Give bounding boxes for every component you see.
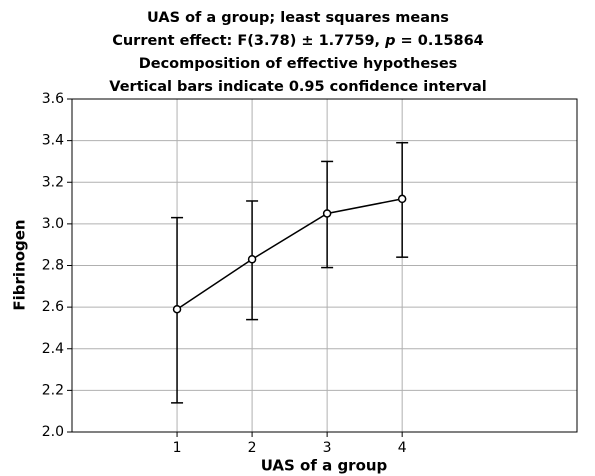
y-tick-label: 2.8 — [42, 258, 64, 274]
y-tick-label: 2.6 — [42, 299, 64, 315]
x-axis-label: UAS of a group — [261, 457, 388, 475]
title-part: p — [384, 33, 395, 49]
point — [322, 209, 332, 218]
y-axis-label: Fibrinogen — [11, 219, 29, 310]
line — [176, 198, 403, 310]
point — [397, 194, 407, 204]
point — [172, 304, 182, 314]
chart-title: Decomposition of effective hypotheses — [139, 56, 458, 72]
title-part: = 0.15864 — [395, 33, 483, 49]
chart-title: Vertical bars indicate 0.95 confidence i… — [109, 79, 486, 95]
title-part: Current effect: F(3.78) ± 1.7759, — [112, 33, 385, 49]
x-tick-label: 2 — [248, 440, 257, 456]
chart-title: Current effect: F(3.78) ± 1.7759, p = 0.… — [112, 33, 484, 49]
x-tick-label: 3 — [323, 440, 332, 456]
y-tick-label: 3.4 — [42, 133, 64, 149]
y-tick-label: 3.6 — [42, 91, 64, 107]
y-tick-label: 2.0 — [42, 424, 64, 440]
plot-frame — [71, 98, 578, 433]
point — [247, 255, 257, 264]
y-tick-label: 3.2 — [42, 174, 64, 190]
y-tick-label: 3.0 — [42, 216, 64, 232]
x-tick-label: 4 — [398, 440, 407, 456]
y-tick-label: 2.2 — [42, 382, 64, 398]
chart-title: UAS of a group; least squares means — [147, 10, 449, 26]
y-tick-label: 2.4 — [42, 341, 64, 357]
x-tick-label: 1 — [173, 440, 182, 456]
